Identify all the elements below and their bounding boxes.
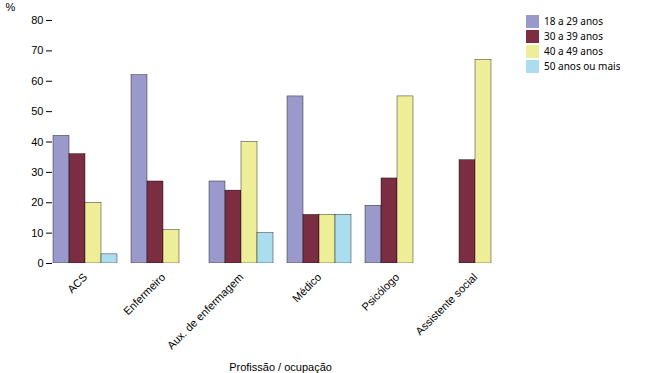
svg-text:0: 0 [37,257,43,269]
svg-text:20: 20 [31,196,43,208]
html-text:40 a 49 anos: 40 a 49 anos [544,44,603,58]
svg-text:40: 40 [31,136,43,148]
html-text:30 a 39 anos: 30 a 39 anos [544,29,603,43]
svg-text:Médico: Médico [290,271,324,305]
svg-text:80: 80 [31,14,43,26]
svg-text:ACS: ACS [65,271,89,295]
svg-text:Enfermeiro: Enfermeiro [121,271,168,318]
html-text:50 anos ou mais: 50 anos ou mais [544,59,621,73]
svg-text:Profissão / ocupação: Profissão / ocupação [229,361,332,373]
html-text:18 a 29 anos: 18 a 29 anos [544,14,603,28]
svg-text:30: 30 [31,166,43,178]
svg-text:60: 60 [31,75,43,87]
svg-text:%: % [6,1,16,13]
svg-text:70: 70 [31,44,43,56]
svg-text:Psicólogo: Psicólogo [359,271,401,313]
svg-text:Aux. de enfermagem: Aux. de enfermagem [165,271,246,352]
svg-text:50: 50 [31,105,43,117]
svg-text:10: 10 [31,227,43,239]
svg-text:Assistente social: Assistente social [413,271,479,337]
